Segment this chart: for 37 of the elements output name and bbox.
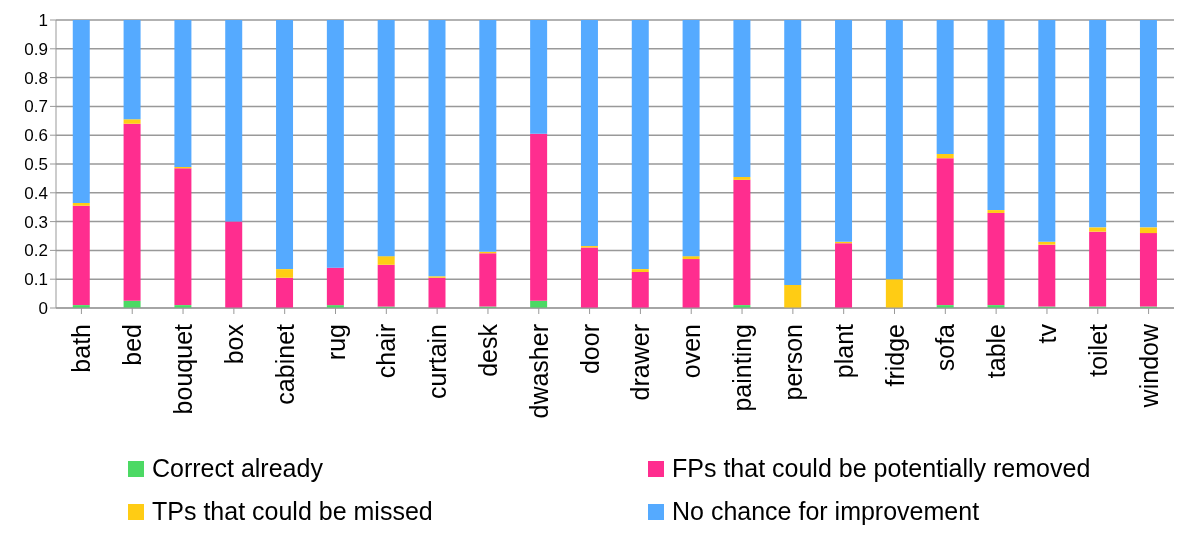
- y-tick-label: 0.6: [24, 126, 48, 146]
- x-tick-label: bath: [67, 324, 96, 373]
- x-tick-label: bed: [118, 324, 147, 366]
- y-tick-label: 0.1: [24, 270, 48, 290]
- x-tick-label: oven: [677, 324, 706, 379]
- x-tick-label: curtain: [423, 324, 452, 400]
- y-tick-label: 1: [38, 11, 48, 31]
- y-tick-label: 0.2: [24, 241, 48, 261]
- y-tick-label: 0.8: [24, 68, 48, 88]
- x-tick-label: tv: [1032, 323, 1061, 344]
- y-tick-label: 0.7: [24, 97, 48, 117]
- legend-label: FPs that could be potentially removed: [672, 454, 1091, 483]
- x-tick-label: plant: [829, 323, 858, 379]
- x-tick-label: table: [982, 324, 1011, 379]
- x-tick-label: rug: [321, 324, 350, 361]
- y-tick-label: 0.3: [24, 212, 48, 232]
- x-tick-label: person: [778, 324, 807, 401]
- x-tick-label: cabinet: [270, 323, 299, 405]
- legend-label: TPs that could be missed: [152, 497, 433, 526]
- x-tick-label: chair: [372, 324, 401, 379]
- x-tick-label: desk: [473, 323, 502, 377]
- x-tick-label: box: [219, 323, 248, 365]
- legend-label: Correct already: [152, 454, 323, 483]
- x-tick-label: bouquet: [169, 323, 198, 415]
- x-tick-label: window: [1134, 323, 1163, 409]
- x-tick-label: fridge: [880, 324, 909, 387]
- y-tick-label: 0.4: [24, 183, 48, 203]
- x-tick-label: toilet: [1083, 323, 1112, 377]
- y-tick-label: 0: [38, 299, 48, 319]
- x-tick-label: sofa: [931, 323, 960, 372]
- x-tick-label: dwasher: [524, 324, 553, 419]
- legend-label: No chance for improvement: [672, 497, 980, 526]
- x-tick-label: door: [575, 324, 604, 375]
- x-tick-label: painting: [728, 324, 757, 412]
- y-tick-label: 0.5: [24, 155, 48, 175]
- y-tick-label: 0.9: [24, 39, 48, 59]
- x-tick-label: drawer: [626, 324, 655, 401]
